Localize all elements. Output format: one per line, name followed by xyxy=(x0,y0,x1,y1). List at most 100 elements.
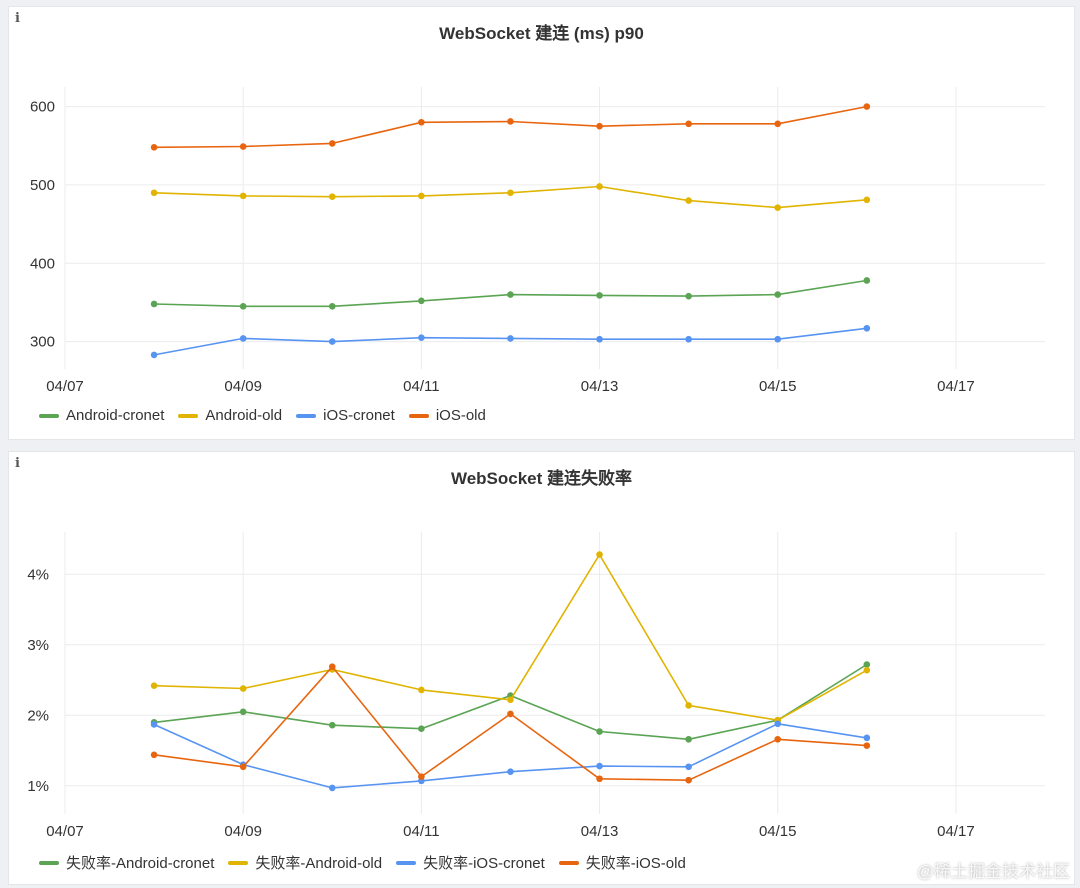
legend-label: Android-cronet xyxy=(66,407,165,424)
data-point[interactable] xyxy=(685,735,692,743)
data-point[interactable] xyxy=(596,762,603,770)
chart-panel-p90: i WebSocket 建连 (ms) p90 04/07 04/09 04/11 0… xyxy=(8,6,1075,440)
data-point[interactable] xyxy=(239,335,247,342)
legend-swatch xyxy=(396,860,417,865)
chart-panel-failure-rate: i WebSocket 建连失败率 04/07 04/09 04/11 04/13 04… xyxy=(8,451,1075,885)
data-point[interactable] xyxy=(507,291,514,298)
data-point[interactable] xyxy=(418,118,425,126)
data-point[interactable] xyxy=(863,666,871,674)
data-point[interactable] xyxy=(685,335,692,343)
data-point[interactable] xyxy=(774,120,782,128)
y-tick-label: 600 xyxy=(30,99,55,116)
data-point[interactable] xyxy=(239,143,247,150)
legend-swatch xyxy=(296,413,317,418)
x-tick-label: 04/17 xyxy=(937,378,975,395)
data-point[interactable] xyxy=(150,751,158,759)
legend-item[interactable]: 失败率-iOS-cronet xyxy=(396,852,545,873)
data-point[interactable] xyxy=(507,335,514,342)
legend-item[interactable]: Android-cronet xyxy=(39,407,164,424)
data-point[interactable] xyxy=(774,291,782,298)
data-point[interactable] xyxy=(774,204,782,211)
x-tick-label: 04/13 xyxy=(581,378,619,395)
data-point[interactable] xyxy=(418,773,425,780)
data-point[interactable] xyxy=(150,351,158,359)
panel-title: WebSocket 建连 (ms) p90 xyxy=(439,24,644,43)
data-point[interactable] xyxy=(418,192,425,200)
data-point[interactable] xyxy=(863,661,871,668)
data-point[interactable] xyxy=(239,685,247,692)
data-point[interactable] xyxy=(239,708,247,716)
data-point[interactable] xyxy=(685,120,692,128)
info-icon[interactable]: i xyxy=(15,456,20,471)
data-point[interactable] xyxy=(328,140,336,147)
data-point[interactable] xyxy=(150,144,158,151)
data-point[interactable] xyxy=(863,103,871,110)
data-point[interactable] xyxy=(418,334,425,341)
data-point[interactable] xyxy=(596,292,603,299)
data-point[interactable] xyxy=(150,189,158,197)
data-point[interactable] xyxy=(507,768,514,775)
data-point[interactable] xyxy=(596,551,603,558)
data-point[interactable] xyxy=(774,735,782,743)
legend-item[interactable]: 失败率-Android-cronet xyxy=(39,852,214,873)
data-point[interactable] xyxy=(328,338,336,345)
data-point[interactable] xyxy=(685,763,692,771)
data-point[interactable] xyxy=(596,183,603,190)
data-point[interactable] xyxy=(328,663,336,670)
legend-item[interactable]: iOS-cronet xyxy=(296,407,395,424)
data-point[interactable] xyxy=(596,728,603,735)
legend-item[interactable]: iOS-old xyxy=(408,407,486,424)
legend-label: 失败率-iOS-cronet xyxy=(423,855,545,872)
series-line xyxy=(153,722,867,789)
legend-label: 失败率-iOS-old xyxy=(585,855,686,872)
data-point[interactable] xyxy=(328,303,336,310)
legend-item[interactable]: 失败率-iOS-old xyxy=(558,852,686,873)
data-point[interactable] xyxy=(596,335,603,343)
legend-item[interactable]: Android-old xyxy=(178,407,282,424)
y-tick-label: 1% xyxy=(27,778,49,795)
data-point[interactable] xyxy=(685,702,692,709)
legend-swatch xyxy=(178,413,199,418)
data-point[interactable] xyxy=(685,292,692,300)
legend-label: iOS-cronet xyxy=(323,407,395,424)
data-point[interactable] xyxy=(150,682,158,689)
data-point[interactable] xyxy=(863,734,871,742)
x-tick-label: 04/15 xyxy=(759,378,797,395)
data-point[interactable] xyxy=(328,193,336,200)
data-point[interactable] xyxy=(239,763,247,771)
data-point[interactable] xyxy=(418,686,425,694)
data-point[interactable] xyxy=(596,122,603,130)
data-point[interactable] xyxy=(507,696,514,704)
data-point[interactable] xyxy=(418,725,425,732)
data-point[interactable] xyxy=(507,710,514,718)
legend-label: 失败率-Android-old xyxy=(255,855,383,872)
data-point[interactable] xyxy=(863,277,871,284)
data-point[interactable] xyxy=(328,721,336,729)
data-point[interactable] xyxy=(863,742,871,749)
data-point[interactable] xyxy=(774,335,782,343)
data-point[interactable] xyxy=(150,300,158,308)
data-point[interactable] xyxy=(328,784,336,792)
data-point[interactable] xyxy=(863,196,871,204)
x-tick-label: 04/11 xyxy=(403,378,439,395)
data-point[interactable] xyxy=(239,303,247,310)
y-tick-label: 2% xyxy=(27,707,49,724)
data-point[interactable] xyxy=(150,721,158,728)
data-point[interactable] xyxy=(507,189,514,197)
x-tick-label: 04/11 xyxy=(403,823,439,840)
data-point[interactable] xyxy=(418,297,425,305)
legend-label: Android-old xyxy=(205,407,283,424)
data-point[interactable] xyxy=(863,324,871,332)
data-point[interactable] xyxy=(685,197,692,204)
data-point[interactable] xyxy=(774,720,782,728)
data-point[interactable] xyxy=(239,192,247,200)
x-tick-label: 04/09 xyxy=(224,378,262,395)
legend-item[interactable]: 失败率-Android-old xyxy=(228,852,382,873)
x-tick-label: 04/17 xyxy=(937,823,975,840)
y-tick-label: 4% xyxy=(27,566,49,583)
info-icon[interactable]: i xyxy=(15,11,20,26)
data-point[interactable] xyxy=(507,118,514,125)
data-point[interactable] xyxy=(685,776,692,784)
legend-label: 失败率-Android-cronet xyxy=(66,855,215,872)
data-point[interactable] xyxy=(596,775,603,783)
